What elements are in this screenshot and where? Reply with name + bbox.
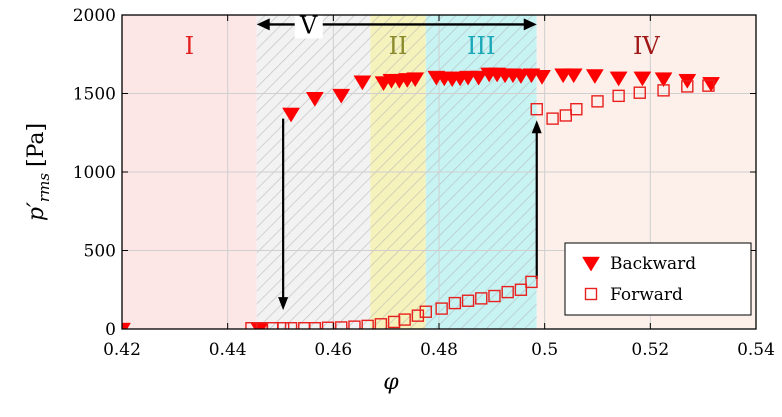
point-forward xyxy=(448,296,462,310)
point-forward xyxy=(348,320,361,329)
x-tick-label: 0.5 xyxy=(531,340,558,360)
point-forward xyxy=(398,313,411,326)
point-forward xyxy=(461,294,475,307)
point-forward xyxy=(559,109,572,122)
point-backward xyxy=(305,92,324,107)
point-forward xyxy=(681,80,694,93)
y-axis-title-main: p′ xyxy=(24,202,49,221)
y-axis-title-unit: [Pa] xyxy=(24,123,49,167)
point-forward xyxy=(335,321,348,329)
transition-arrow-head-down xyxy=(278,297,289,311)
y-tick-label: 1500 xyxy=(73,85,116,105)
span-arrow-head-left xyxy=(256,18,270,31)
point-backward xyxy=(564,68,583,84)
point-forward xyxy=(702,79,715,92)
series-forward xyxy=(245,79,715,329)
point-backward xyxy=(533,70,551,85)
y-axis-title-sub: rms xyxy=(35,173,53,202)
point-forward xyxy=(525,275,538,289)
point-forward xyxy=(612,89,625,103)
legend-marker-backward xyxy=(582,256,600,272)
x-tick-label: 0.48 xyxy=(420,340,458,360)
point-forward xyxy=(308,322,322,329)
span-arrow-head-right xyxy=(523,18,537,31)
legend-label-backward: Backward xyxy=(610,254,696,274)
point-forward xyxy=(514,283,528,296)
point-backward xyxy=(250,322,269,329)
point-forward xyxy=(501,285,514,299)
point-forward xyxy=(276,322,290,329)
point-backward xyxy=(511,69,530,85)
point-forward xyxy=(546,112,559,125)
point-backward xyxy=(406,72,425,88)
y-tick-label: 2000 xyxy=(73,6,116,26)
point-backward xyxy=(332,88,351,104)
x-tick-label: 0.54 xyxy=(737,340,775,360)
point-forward xyxy=(411,309,425,322)
svg-text:p′rms[Pa]: p′rms [Pa] xyxy=(24,123,53,221)
y-axis-title: p′rms [Pa] xyxy=(24,123,53,221)
legend-label-forward: Forward xyxy=(610,285,683,305)
series-layer xyxy=(122,67,721,329)
point-forward xyxy=(633,86,646,99)
region-label-I: I xyxy=(185,32,194,60)
x-axis-title: φ xyxy=(383,370,399,395)
region-label-II: II xyxy=(389,32,408,60)
x-tick-label: 0.46 xyxy=(314,340,352,360)
point-forward xyxy=(530,102,543,116)
point-backward xyxy=(353,75,372,91)
point-forward xyxy=(591,95,604,108)
point-forward xyxy=(435,302,448,315)
legend: Backward Forward xyxy=(564,242,752,316)
point-backward xyxy=(585,69,604,85)
x-tick-label: 0.52 xyxy=(631,340,669,360)
point-backward xyxy=(609,71,628,87)
point-forward xyxy=(488,289,501,303)
point-backward xyxy=(702,77,721,92)
span-label-V: V xyxy=(299,11,318,39)
x-tick-label: 0.42 xyxy=(103,340,141,360)
y-tick-label: 500 xyxy=(84,242,116,262)
y-tick-label: 1000 xyxy=(73,163,116,183)
region-label-III: III xyxy=(467,32,495,60)
point-forward xyxy=(570,102,583,116)
legend-marker-forward xyxy=(584,287,598,301)
point-backward xyxy=(282,107,301,123)
point-backward xyxy=(633,71,652,87)
y-tick-label: 0 xyxy=(105,320,116,340)
x-tick-label: 0.44 xyxy=(209,340,247,360)
point-forward xyxy=(475,292,488,305)
legend-box xyxy=(564,242,752,316)
series-backward xyxy=(122,67,721,329)
transition-arrow-head-up xyxy=(531,120,542,134)
point-forward xyxy=(361,319,374,329)
axes-layer: 0.42 0.44 0.46 0.48 0.5 0.52 0.54 0 500 1000 1500 2… xyxy=(73,6,775,360)
region-label-IV: IV xyxy=(633,32,660,60)
region-labels-layer: I II III IV xyxy=(185,32,661,60)
point-forward xyxy=(419,305,432,318)
point-backward xyxy=(654,72,673,88)
point-forward xyxy=(657,84,670,97)
point-forward xyxy=(374,318,388,329)
point-backward xyxy=(469,70,488,86)
point-forward xyxy=(284,322,298,329)
point-backward xyxy=(122,322,131,329)
